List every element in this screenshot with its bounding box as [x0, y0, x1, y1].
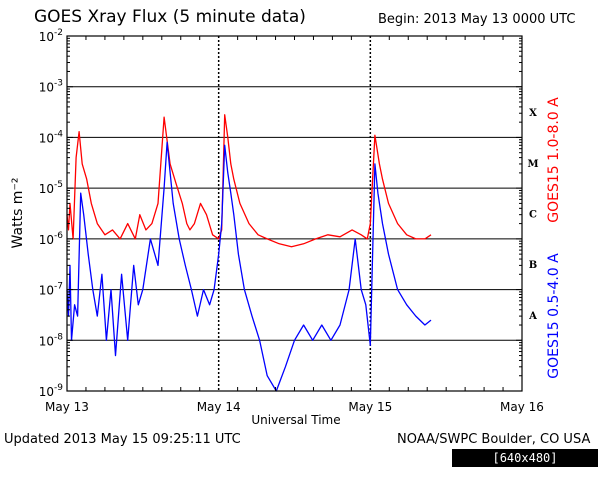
x-tick-label: May 16 — [500, 400, 544, 414]
flare-class-label: B — [529, 260, 537, 271]
flare-class-label: A — [528, 311, 537, 322]
y-tick-label: 10-5 — [39, 180, 63, 196]
x-tick-label: May 15 — [348, 400, 392, 414]
x-axis-label: Universal Time — [251, 413, 340, 427]
x-tick-label: May 13 — [45, 400, 89, 414]
begin-time-label: Begin: 2013 May 13 0000 UTC — [378, 12, 576, 27]
y-tick-label: 10-4 — [39, 129, 64, 145]
credit-label: NOAA/SWPC Boulder, CO USA — [397, 432, 591, 447]
updated-timestamp: Updated 2013 May 15 09:25:11 UTC — [4, 432, 241, 447]
x-axis-ticks: May 13 May 14 May 15 May 16 — [45, 36, 544, 414]
series-short-channel — [66, 141, 432, 392]
decade-gridlines — [67, 86, 522, 341]
chart-title: GOES Xray Flux (5 minute data) — [34, 7, 306, 27]
x-tick-label: May 14 — [197, 400, 241, 414]
y-tick-label: 10-3 — [39, 79, 63, 95]
y-tick-label: 10-8 — [39, 332, 64, 348]
y-tick-label: 10-6 — [39, 231, 64, 247]
flare-class-label: X — [529, 108, 537, 119]
y-axis-label: Watts m⁻² — [10, 178, 26, 249]
y-tick-label: 10-2 — [39, 28, 63, 44]
y-tick-label: 10-7 — [39, 282, 63, 298]
legend-long-channel: GOES15 1.0-8.0 A — [546, 97, 562, 223]
plot-frame — [66, 35, 523, 392]
legend-short-channel: GOES15 0.5-4.0 A — [546, 253, 562, 379]
flare-class-label: C — [529, 210, 537, 221]
day-marker-lines — [217, 36, 372, 391]
flare-class-labels: A B C M X — [527, 108, 538, 322]
y-axis-ticks: 10-9 10-8 10-7 10-6 10-5 10-4 10-3 10-2 — [39, 28, 522, 399]
y-tick-label: 10-9 — [39, 383, 64, 399]
series-layer — [66, 114, 432, 392]
series-long-channel — [66, 114, 432, 248]
xray-flux-chart: 10-910-810-710-610-510-410-310-2 May 13 M… — [10, 28, 562, 427]
flare-class-label: M — [527, 159, 538, 170]
